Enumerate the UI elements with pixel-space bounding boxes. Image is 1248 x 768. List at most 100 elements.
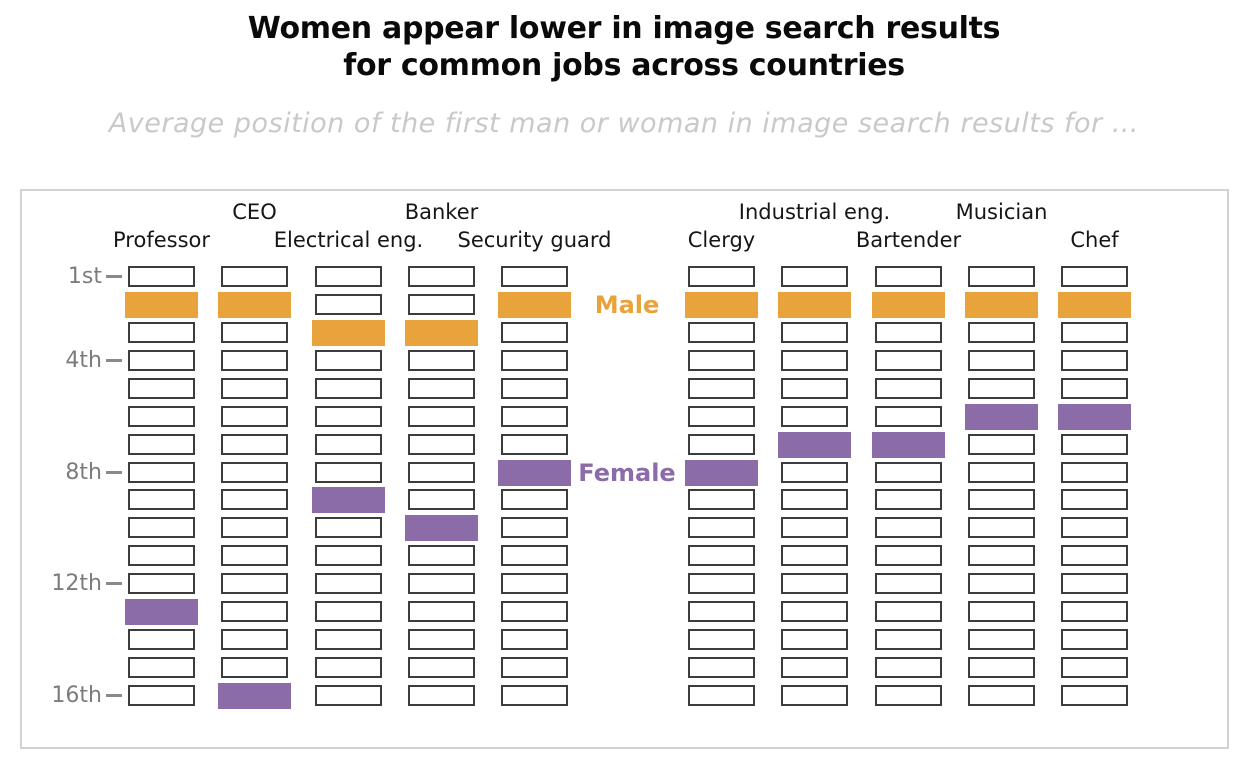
column-label-industrial-eng-: Industrial eng. <box>738 200 891 224</box>
grid-cell <box>315 573 382 594</box>
grid-cell <box>688 573 755 594</box>
y-tick-mark <box>106 359 122 362</box>
grid-cell <box>781 685 848 706</box>
grid-cell <box>221 350 288 371</box>
grid-cell <box>1061 629 1128 650</box>
grid-cell <box>968 322 1035 343</box>
female-cell <box>405 515 478 541</box>
grid-cell <box>875 462 942 483</box>
grid-cell <box>1061 322 1128 343</box>
grid-cell <box>781 350 848 371</box>
grid-cell <box>968 350 1035 371</box>
grid-cell <box>501 629 568 650</box>
grid-cell <box>408 601 475 622</box>
y-tick-mark <box>106 582 122 585</box>
column-label-ceo: CEO <box>232 200 277 224</box>
grid-cell <box>315 601 382 622</box>
chart-title-line1: Women appear lower in image search resul… <box>247 11 1001 46</box>
grid-cell <box>408 629 475 650</box>
grid-cell <box>128 489 195 510</box>
grid-cell <box>968 266 1035 287</box>
grid-cell <box>128 266 195 287</box>
grid-cell <box>221 266 288 287</box>
grid-cell <box>875 350 942 371</box>
column-label-bartender: Bartender <box>855 228 962 252</box>
grid-cell <box>128 350 195 371</box>
grid-cell <box>315 266 382 287</box>
male-cell <box>685 292 758 318</box>
grid-cell <box>315 406 382 427</box>
column-label-professor: Professor <box>113 228 210 252</box>
grid-cell <box>688 266 755 287</box>
grid-cell <box>875 378 942 399</box>
grid-cell <box>501 489 568 510</box>
female-cell <box>312 487 385 513</box>
female-cell <box>872 432 945 458</box>
grid-cell <box>315 629 382 650</box>
chart-title-line2: for common jobs across countries <box>343 48 905 83</box>
grid-cell <box>128 629 195 650</box>
male-cell <box>498 292 571 318</box>
grid-cell <box>781 462 848 483</box>
grid-cell <box>128 685 195 706</box>
grid-cell <box>128 322 195 343</box>
grid-cell <box>781 545 848 566</box>
grid-cell <box>688 350 755 371</box>
male-cell <box>1058 292 1131 318</box>
grid-cell <box>968 462 1035 483</box>
grid-cell <box>315 685 382 706</box>
male-cell <box>218 292 291 318</box>
grid-cell <box>408 462 475 483</box>
grid-cell <box>875 685 942 706</box>
column-label-security-guard: Security guard <box>457 228 612 252</box>
grid-cell <box>688 517 755 538</box>
grid-cell <box>128 517 195 538</box>
grid-cell <box>501 573 568 594</box>
male-cell <box>778 292 851 318</box>
grid-cell <box>1061 378 1128 399</box>
grid-cell <box>968 629 1035 650</box>
grid-cell <box>968 378 1035 399</box>
grid-cell <box>875 657 942 678</box>
grid-cell <box>128 434 195 455</box>
grid-cell <box>221 322 288 343</box>
column-label-banker: Banker <box>404 200 479 224</box>
grid-cell <box>501 322 568 343</box>
grid-cell <box>221 406 288 427</box>
legend-female-label: Female <box>578 458 676 487</box>
grid-cell <box>688 545 755 566</box>
grid-cell <box>408 685 475 706</box>
grid-cell <box>408 406 475 427</box>
y-tick-label: 16th <box>51 683 102 708</box>
grid-cell <box>315 378 382 399</box>
grid-cell <box>501 434 568 455</box>
grid-cell <box>221 573 288 594</box>
column-label-musician: Musician <box>955 200 1048 224</box>
grid-cell <box>221 517 288 538</box>
grid-cell <box>315 294 382 315</box>
grid-cell <box>408 573 475 594</box>
grid-cell <box>128 657 195 678</box>
y-tick-label: 12th <box>51 571 102 596</box>
grid-cell <box>1061 350 1128 371</box>
grid-cell <box>781 378 848 399</box>
grid-cell <box>1061 462 1128 483</box>
grid-cell <box>1061 601 1128 622</box>
grid-cell <box>221 629 288 650</box>
y-tick-mark <box>106 471 122 474</box>
grid-cell <box>968 657 1035 678</box>
grid-cell <box>781 517 848 538</box>
grid-cell <box>408 266 475 287</box>
grid-cell <box>875 406 942 427</box>
grid-cell <box>221 545 288 566</box>
grid-cell <box>221 462 288 483</box>
grid-cell <box>221 601 288 622</box>
grid-cell <box>875 489 942 510</box>
grid-cell <box>781 266 848 287</box>
y-tick-mark <box>106 694 122 697</box>
grid-cell <box>501 406 568 427</box>
y-tick-label: 8th <box>65 460 102 485</box>
column-label-chef: Chef <box>1070 228 1119 252</box>
grid-cell <box>875 601 942 622</box>
